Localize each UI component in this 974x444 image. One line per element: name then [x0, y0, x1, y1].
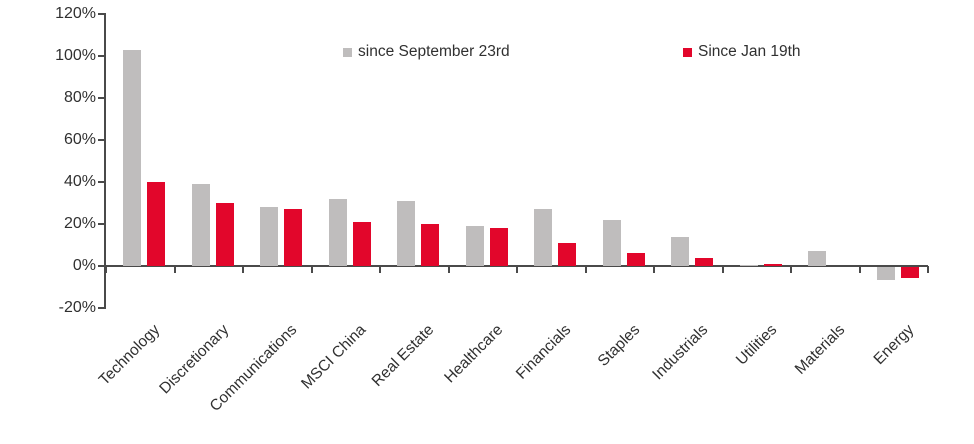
bar-energy-gray: [876, 267, 895, 280]
y-axis-tick: [98, 55, 106, 57]
y-axis-label: 80%: [63, 89, 96, 106]
y-axis-label: 60%: [63, 131, 96, 148]
y-axis-line: [104, 14, 106, 308]
bar-real-estate-gray: [397, 200, 415, 266]
x-axis-label-technology: Technology: [96, 321, 164, 389]
bar-staples-gray: [602, 219, 621, 266]
x-axis-tick: [584, 266, 587, 273]
legend-label-since-jan: Since Jan 19th: [698, 43, 801, 60]
bar-discretionary-red: [215, 203, 234, 266]
bar-real-estate-red: [421, 224, 439, 266]
bar-communications-gray: [260, 207, 278, 266]
legend-item-since-september: since September 23rd: [343, 43, 510, 61]
bar-utilities-gray: [739, 264, 758, 266]
bar-industrials-gray: [671, 236, 689, 266]
legend-swatch-gray-icon: [343, 47, 352, 57]
x-axis-tick: [516, 266, 518, 273]
y-axis-label: 120%: [55, 5, 96, 22]
legend-label-since-september: since September 23rd: [358, 43, 510, 60]
y-axis-tick: [98, 181, 106, 183]
bar-msci-china-red: [352, 221, 371, 266]
y-axis-label: 40%: [63, 173, 96, 190]
x-axis-tick: [653, 266, 655, 273]
y-axis-tick: [98, 97, 106, 99]
bar-financials-red: [558, 242, 576, 266]
x-axis-tick: [721, 266, 724, 273]
x-axis-tick: [927, 266, 929, 273]
bar-financials-gray: [534, 209, 552, 266]
bar-energy-red: [900, 267, 919, 278]
y-axis-tick: [98, 307, 106, 309]
bar-materials-gray: [808, 251, 826, 266]
bar-staples-red: [626, 253, 645, 266]
bar-discretionary-gray: [191, 184, 210, 266]
y-axis-label: -20%: [58, 299, 96, 316]
x-axis-tick: [790, 266, 792, 273]
legend-swatch-red-icon: [683, 47, 692, 57]
y-axis-tick: [98, 223, 106, 225]
bar-technology-red: [147, 182, 165, 266]
bar-msci-china-gray: [328, 198, 347, 266]
x-axis-tick: [242, 266, 244, 273]
bar-technology-gray: [123, 49, 141, 266]
y-axis-label: 20%: [63, 215, 96, 232]
legend-item-since-jan: Since Jan 19th: [683, 43, 801, 61]
x-axis-tick: [173, 266, 176, 273]
x-axis-tick: [379, 266, 381, 273]
x-axis-tick: [105, 266, 107, 273]
y-axis-label: 100%: [55, 47, 96, 64]
x-axis-tick: [310, 266, 313, 273]
y-axis-tick: [98, 265, 106, 267]
bar-healthcare-gray: [465, 226, 484, 266]
y-axis-tick: [98, 13, 106, 15]
y-axis-label: 0%: [72, 257, 96, 274]
bar-utilities-red: [763, 263, 782, 266]
x-axis-tick: [447, 266, 450, 273]
bar-industrials-red: [695, 257, 713, 266]
bar-communications-red: [284, 209, 302, 266]
y-axis-tick: [98, 139, 106, 141]
bar-healthcare-red: [489, 228, 508, 266]
x-axis-tick: [858, 266, 861, 273]
